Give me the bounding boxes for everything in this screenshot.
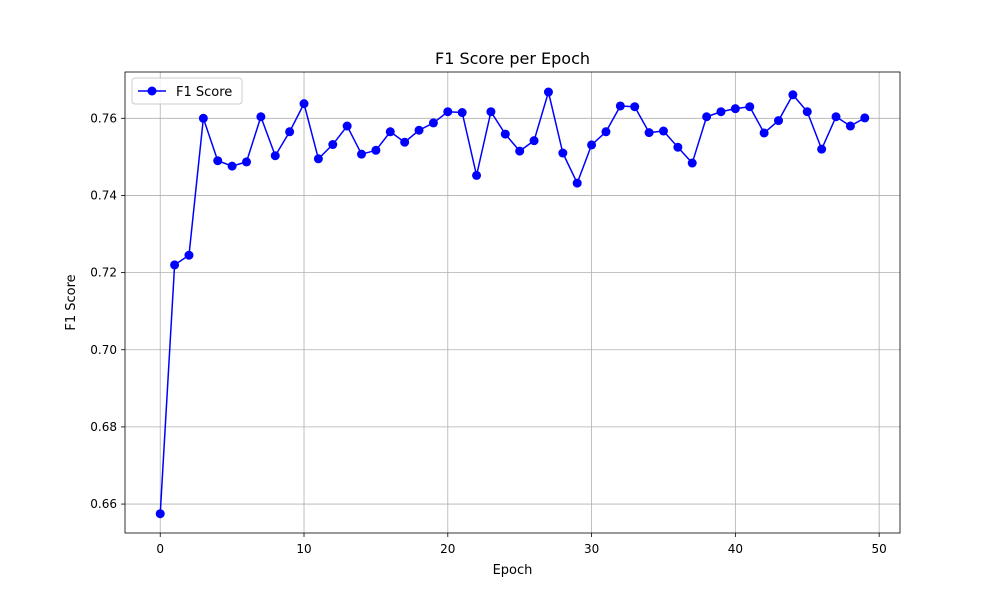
y-axis-label: F1 Score — [64, 274, 79, 330]
x-tick-label: 30 — [584, 542, 599, 556]
x-axis-label: Epoch — [493, 563, 533, 578]
data-point — [299, 99, 309, 109]
plot-area — [125, 72, 900, 533]
data-point — [342, 121, 352, 131]
data-point — [385, 127, 395, 137]
data-point — [802, 107, 812, 117]
y-tick-label: 0.76 — [90, 111, 117, 125]
data-point — [860, 113, 870, 123]
data-point — [170, 260, 180, 270]
data-point — [831, 112, 841, 122]
data-point — [227, 161, 237, 171]
series-layer — [155, 87, 870, 519]
x-tick-label: 40 — [728, 542, 743, 556]
data-point — [400, 137, 410, 147]
y-tick-label: 0.74 — [90, 188, 117, 202]
data-point — [515, 146, 525, 156]
x-tick-label: 20 — [440, 542, 455, 556]
data-point — [256, 112, 266, 122]
data-point — [500, 129, 510, 139]
data-point — [630, 102, 640, 112]
y-tick-label: 0.72 — [90, 266, 117, 280]
axes-frame — [124, 71, 901, 534]
data-point — [716, 107, 726, 117]
x-tick-label: 0 — [156, 542, 164, 556]
data-point — [285, 127, 295, 137]
x-tick-label: 50 — [872, 542, 887, 556]
data-point — [817, 144, 827, 154]
y-tick-label: 0.66 — [90, 497, 117, 511]
data-point — [587, 140, 597, 150]
legend: F1 Score — [131, 77, 243, 105]
data-point — [357, 149, 367, 159]
chart-title: F1 Score per Epoch — [435, 49, 590, 68]
data-point — [155, 509, 165, 519]
data-point — [270, 151, 280, 161]
data-point — [730, 104, 740, 114]
data-point — [687, 158, 697, 168]
data-point — [486, 107, 496, 117]
data-point — [572, 178, 582, 188]
data-point — [313, 154, 323, 164]
data-point — [184, 250, 194, 260]
data-point — [845, 121, 855, 131]
data-point — [213, 156, 223, 166]
data-point — [472, 170, 482, 180]
data-point — [759, 128, 769, 138]
data-point — [371, 145, 381, 155]
data-point — [788, 90, 798, 100]
data-point — [198, 113, 208, 123]
data-point — [558, 148, 568, 158]
data-point — [658, 126, 668, 136]
legend-marker-swatch — [147, 86, 157, 96]
data-point — [414, 125, 424, 135]
y-tick-label: 0.70 — [90, 343, 117, 357]
data-point — [644, 128, 654, 138]
data-point — [615, 101, 625, 111]
data-point — [702, 112, 712, 122]
grid — [125, 72, 900, 533]
data-point — [428, 118, 438, 128]
data-point — [328, 140, 338, 150]
x-tick-label: 10 — [296, 542, 311, 556]
data-point — [601, 127, 611, 137]
data-point — [774, 116, 784, 126]
legend-label: F1 Score — [176, 85, 232, 100]
data-point — [529, 136, 539, 146]
data-point — [241, 157, 251, 167]
y-tick-label: 0.68 — [90, 420, 117, 434]
data-point — [543, 87, 553, 97]
data-point — [745, 102, 755, 112]
axis-ticks: 0 10 20 30 40 50 0.66 0.68 0.70 0.72 0.74 0.76 — [90, 111, 887, 556]
data-point — [673, 142, 683, 152]
legend-frame — [131, 77, 243, 105]
data-point — [457, 108, 467, 118]
data-point — [443, 107, 453, 117]
